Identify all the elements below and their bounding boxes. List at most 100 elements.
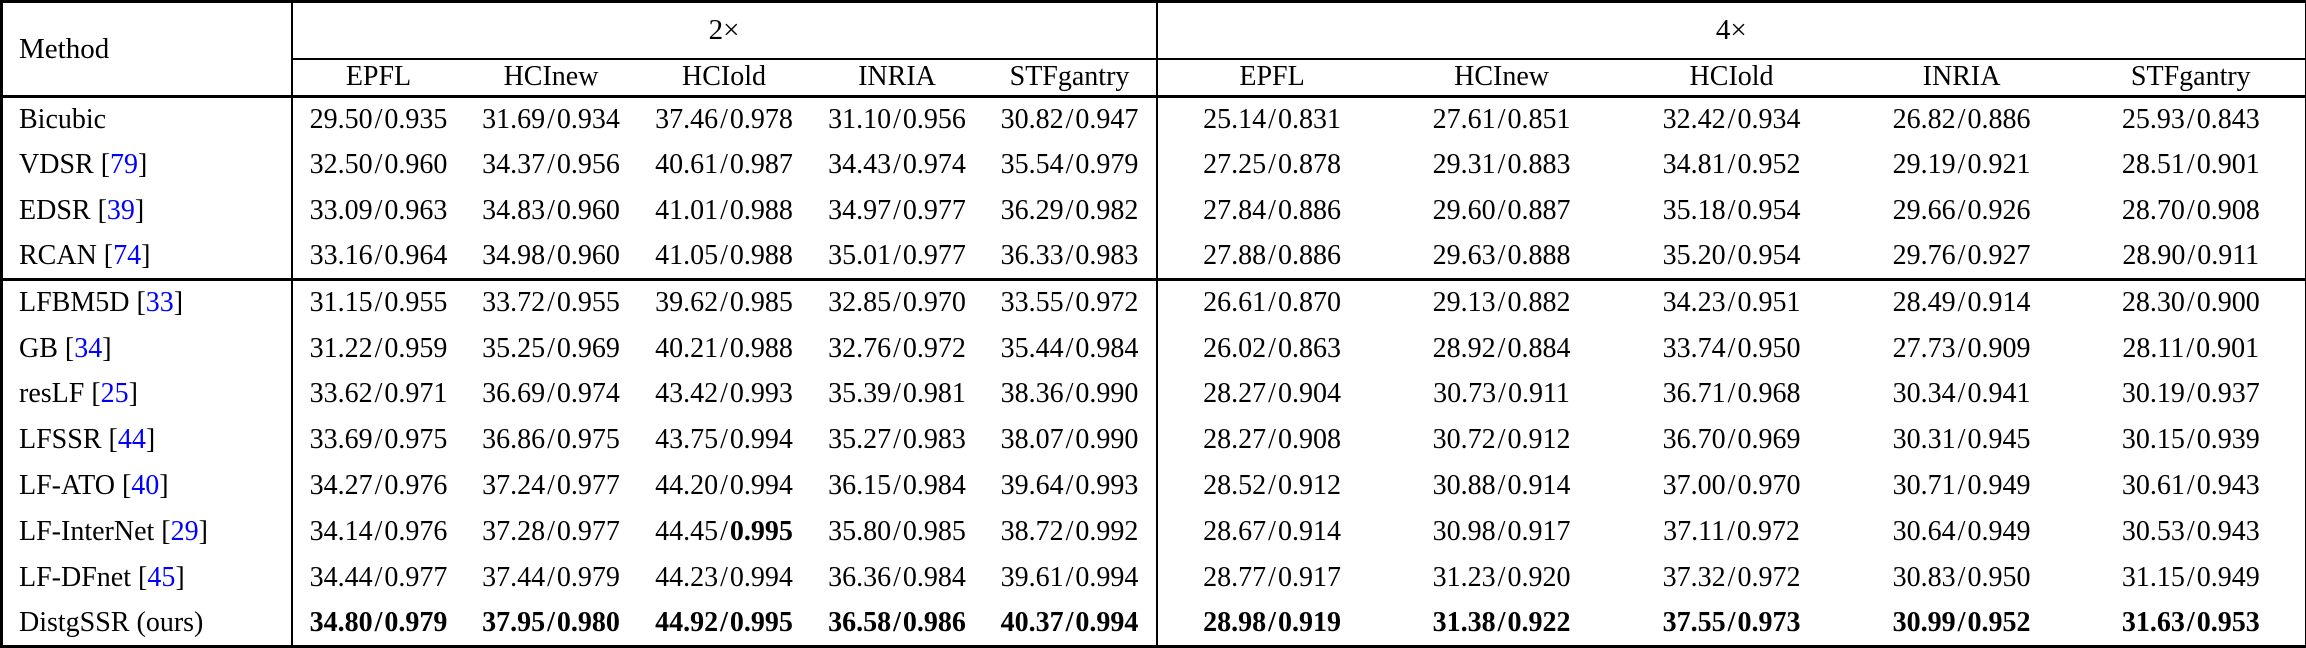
citation-link[interactable]: 44 xyxy=(117,424,146,456)
psnr-value: 40.37 xyxy=(1000,606,1064,638)
value-separator: / xyxy=(720,240,728,272)
value-separator: / xyxy=(2186,470,2195,502)
value-cell-x2-epfl: 33.09/0.963 xyxy=(292,188,465,234)
value-separator: / xyxy=(2186,515,2195,547)
citation-link[interactable]: 40 xyxy=(131,470,160,502)
method-name: RCAN xyxy=(19,240,97,272)
ssim-value: 0.863 xyxy=(1277,332,1341,364)
citation-link[interactable]: 29 xyxy=(170,515,199,547)
psnr-value: 36.70 xyxy=(1662,424,1726,456)
psnr-value: 26.02 xyxy=(1203,332,1267,364)
value-separator: / xyxy=(1957,606,1966,638)
psnr-value: 36.15 xyxy=(828,470,892,502)
dataset-header-inria-group1: INRIA xyxy=(810,58,984,98)
value-cell-x4-stfgantry: 30.19/0.937 xyxy=(2077,371,2306,417)
ssim-value: 0.917 xyxy=(1277,561,1341,593)
ssim-value: 0.909 xyxy=(1967,332,2031,364)
ssim-value: 0.994 xyxy=(1075,606,1139,638)
citation-link[interactable]: 25 xyxy=(100,378,129,410)
psnr-value: 35.01 xyxy=(828,240,892,272)
ssim-value: 0.886 xyxy=(1277,240,1341,272)
citation-link[interactable]: 45 xyxy=(147,561,176,593)
ssim-value: 0.919 xyxy=(1277,606,1341,638)
ssim-value: 0.952 xyxy=(1737,149,1801,181)
psnr-value: 36.71 xyxy=(1662,378,1726,410)
ssim-value: 0.979 xyxy=(384,606,448,638)
psnr-value: 30.99 xyxy=(1892,606,1956,638)
psnr-value: 34.83 xyxy=(482,195,546,227)
psnr-value: 28.51 xyxy=(2121,149,2185,181)
citation-link[interactable]: 39 xyxy=(106,195,135,227)
value-cell-x2-stfgantry: 39.61/0.994 xyxy=(984,555,1157,601)
value-separator: / xyxy=(720,606,728,638)
ssim-value: 0.976 xyxy=(384,470,448,502)
value-cell-x2-hcinew: 36.86/0.975 xyxy=(465,417,638,463)
value-cell-x2-inria: 32.76/0.972 xyxy=(811,326,984,372)
psnr-value: 39.64 xyxy=(1000,470,1064,502)
psnr-value: 35.39 xyxy=(828,378,892,410)
psnr-value: 34.80 xyxy=(309,606,373,638)
value-cell-x2-stfgantry: 38.07/0.990 xyxy=(984,417,1157,463)
ssim-value: 0.972 xyxy=(902,332,966,364)
value-cell-x2-hcinew: 36.69/0.974 xyxy=(465,371,638,417)
psnr-value: 44.20 xyxy=(655,470,719,502)
value-cell-x4-hciold: 37.00/0.970 xyxy=(1617,463,1847,509)
psnr-value: 30.64 xyxy=(1892,515,1956,547)
value-separator: / xyxy=(547,332,555,364)
psnr-value: 43.75 xyxy=(655,424,719,456)
value-cell-x4-inria: 30.64/0.949 xyxy=(1847,509,2077,555)
ssim-value: 0.921 xyxy=(1967,149,2031,181)
value-separator: / xyxy=(374,240,383,272)
dataset-header-hciold-group2: HCIold xyxy=(1616,58,1847,98)
value-separator: / xyxy=(1957,287,1966,319)
psnr-value: 32.42 xyxy=(1662,104,1726,136)
value-separator: / xyxy=(1065,332,1074,364)
value-cell-x2-epfl: 34.44/0.977 xyxy=(292,555,465,601)
value-separator: / xyxy=(547,195,555,227)
value-cell-x2-inria: 36.58/0.986 xyxy=(811,601,984,647)
value-cell-x4-hciold: 35.20/0.954 xyxy=(1617,234,1847,280)
value-separator: / xyxy=(720,104,728,136)
value-separator: / xyxy=(547,149,555,181)
psnr-value: 28.30 xyxy=(2121,287,2185,319)
value-separator: / xyxy=(1727,287,1736,319)
value-cell-x2-stfgantry: 38.72/0.992 xyxy=(984,509,1157,555)
value-cell-x4-hcinew: 30.73/0.911 xyxy=(1387,371,1617,417)
value-cell-x2-hciold: 44.92/0.995 xyxy=(638,601,811,647)
ssim-value: 0.887 xyxy=(1507,195,1571,227)
psnr-value: 38.72 xyxy=(1000,515,1064,547)
psnr-value: 28.27 xyxy=(1203,378,1267,410)
citation-link[interactable]: 33 xyxy=(145,287,174,319)
method-cell: LF-InterNet [29] xyxy=(1,508,293,555)
citation-link[interactable]: 34 xyxy=(74,332,103,364)
psnr-value: 31.15 xyxy=(309,287,373,319)
table-row-lf-dfnet: LF-DFnet [45] 34.44/0.977 37.44/0.979 44.23… xyxy=(1,554,2306,601)
value-separator: / xyxy=(1065,515,1074,547)
value-separator: / xyxy=(1065,378,1074,410)
psnr-value: 38.36 xyxy=(1000,378,1064,410)
value-separator: / xyxy=(1727,195,1736,227)
citation-link[interactable]: 79 xyxy=(110,149,139,181)
value-separator: / xyxy=(374,561,383,593)
psnr-value: 37.44 xyxy=(482,561,546,593)
psnr-value: 28.27 xyxy=(1203,424,1267,456)
ssim-value: 0.937 xyxy=(2196,378,2260,410)
value-cell-x4-inria: 30.31/0.945 xyxy=(1847,417,2077,463)
psnr-value: 36.58 xyxy=(828,606,892,638)
dataset-header-inria-group2: INRIA xyxy=(1846,58,2077,98)
dataset-header-hcinew-group2: HCInew xyxy=(1386,58,1617,98)
psnr-value: 34.27 xyxy=(309,470,373,502)
ssim-value: 0.970 xyxy=(1737,470,1801,502)
value-separator: / xyxy=(1065,149,1074,181)
ssim-value: 0.956 xyxy=(556,149,620,181)
value-cell-x2-hciold: 37.46/0.978 xyxy=(638,97,811,143)
method-name: LFSSR xyxy=(19,424,102,456)
value-cell-x2-hcinew: 37.44/0.979 xyxy=(465,555,638,601)
ssim-value: 0.979 xyxy=(1075,149,1139,181)
value-separator: / xyxy=(374,470,383,502)
ssim-value: 0.963 xyxy=(384,195,448,227)
value-cell-x2-hciold: 40.61/0.987 xyxy=(638,142,811,188)
psnr-value: 29.13 xyxy=(1432,287,1496,319)
psnr-value: 37.11 xyxy=(1663,515,1726,547)
citation-link[interactable]: 74 xyxy=(113,240,142,272)
